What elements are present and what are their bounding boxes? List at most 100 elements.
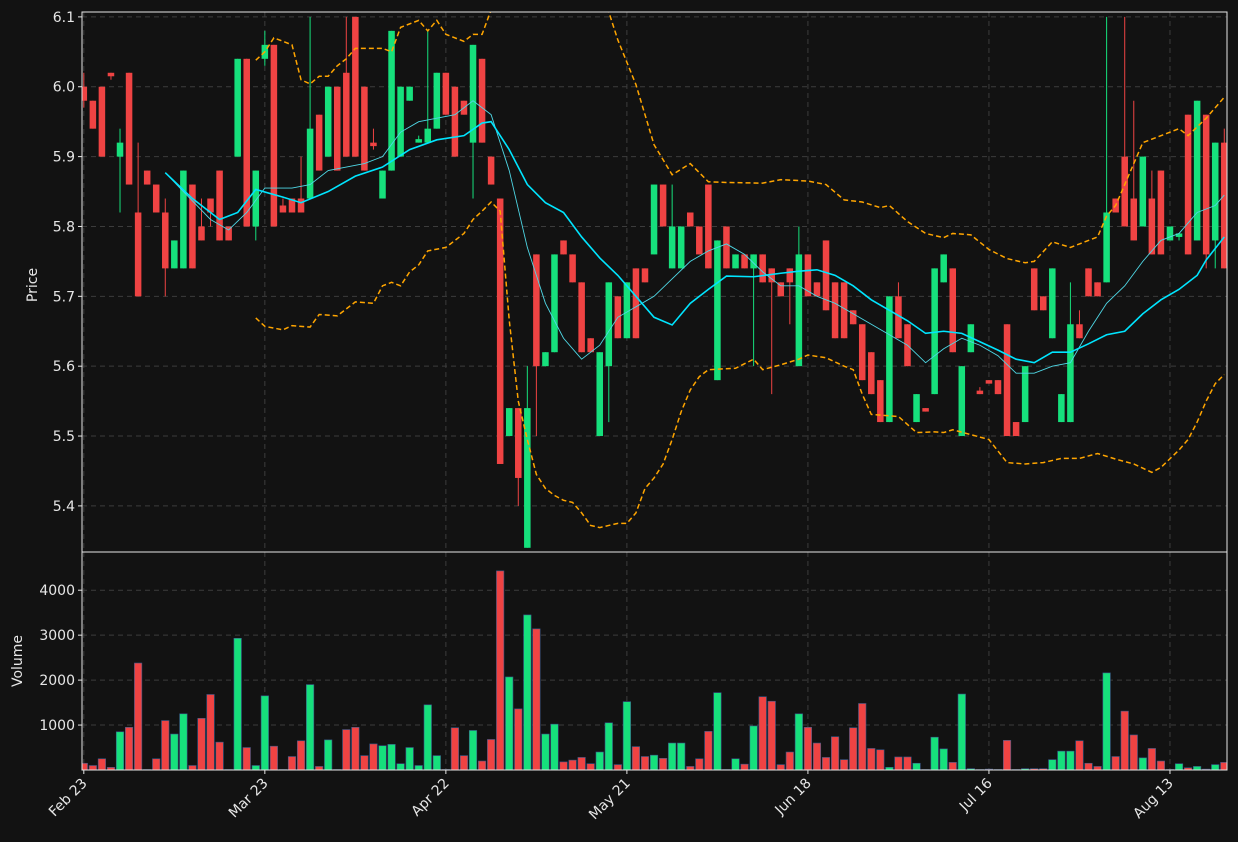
y-tick-label: 5.4 (53, 499, 75, 515)
candle-body (732, 254, 739, 269)
volume-bar (957, 693, 966, 770)
volume-bar (831, 736, 840, 770)
volume-bar (1211, 764, 1220, 770)
candle-body (596, 352, 603, 437)
candle-body (1076, 324, 1083, 339)
volume-bar (821, 757, 831, 770)
candle-body (677, 226, 685, 269)
volume-bar (686, 766, 695, 770)
candle-body (433, 72, 441, 129)
candle-body (487, 156, 495, 185)
candle-body (768, 268, 775, 283)
candle-body (804, 254, 812, 297)
candle-body (82, 86, 88, 101)
candle-body (533, 254, 540, 367)
volume-bar (767, 700, 776, 770)
volume-bar (568, 759, 577, 770)
volume-bar (115, 731, 125, 770)
candle-body (505, 408, 513, 437)
candle-body (478, 58, 486, 143)
candle-body (895, 296, 902, 339)
volume-bar (523, 614, 532, 770)
candle-body (831, 282, 839, 339)
candle-body (1166, 226, 1174, 241)
indicator-line (255, 12, 1225, 264)
indicator-line (255, 200, 1225, 529)
candle-body (306, 128, 314, 199)
volume-bar (296, 740, 306, 770)
candle-body (324, 86, 332, 157)
volume-bar (758, 696, 767, 770)
candle-body (949, 268, 957, 353)
marks (82, 570, 1227, 770)
candle-body (352, 16, 359, 157)
volume-bar (505, 676, 514, 770)
volume-bar (659, 758, 668, 770)
volume-bar (1193, 766, 1202, 770)
candle-body (976, 390, 984, 395)
candle-body (623, 282, 631, 339)
candle-body (1175, 233, 1183, 237)
candle-body (270, 44, 278, 227)
y-tick-label: 1000 (39, 718, 75, 734)
candle-body (125, 72, 133, 185)
y-tick-label: 5.8 (53, 219, 75, 235)
candle-body (723, 226, 730, 269)
candle-body (958, 366, 966, 437)
volume-bar (170, 733, 179, 770)
volume-bar (1075, 740, 1084, 770)
candle-body (1039, 296, 1047, 311)
price-panel: 5.4 5.5 5.6 5.7 5.8 5.9 6.0 6.1 (53, 10, 1227, 552)
volume-bar (1220, 762, 1227, 770)
candle-body (143, 170, 151, 185)
volume-bar (478, 760, 487, 770)
volume-bar (885, 767, 894, 770)
volume-bar (387, 744, 396, 770)
volume-bar (396, 763, 405, 770)
y-tick-label: 5.7 (53, 289, 75, 305)
volume-bar (903, 756, 912, 770)
candle-body (813, 282, 821, 297)
volume-bar (586, 763, 595, 770)
candle-body (415, 139, 422, 143)
candle-body (578, 282, 585, 353)
volume-bar (550, 723, 559, 770)
candle-body (524, 408, 531, 548)
indicator-line (164, 120, 1225, 364)
candle-body (234, 58, 241, 157)
candle-body (849, 310, 857, 325)
y-tick-label: 6.0 (53, 80, 75, 96)
volume-bar (496, 570, 505, 770)
volume-bar (351, 726, 360, 770)
y-tick-label: 3000 (39, 628, 75, 644)
volume-bar (88, 765, 97, 770)
volume-bar (812, 742, 822, 770)
candle-body (1130, 198, 1138, 241)
candle-body (587, 338, 594, 353)
candle-body (379, 170, 386, 199)
volume-bar (794, 713, 803, 770)
candle-body (551, 254, 558, 353)
candle-body (1202, 114, 1210, 255)
candle-body (886, 296, 893, 423)
candle-body (424, 128, 432, 143)
volume-bar (668, 742, 677, 770)
volume-bar (930, 736, 939, 770)
volume-bar (1120, 710, 1129, 770)
candle-body (1085, 268, 1092, 297)
volume-bar (912, 762, 921, 770)
volume-bar (1147, 748, 1156, 770)
candle-body (515, 408, 522, 478)
volume-bar (776, 764, 785, 770)
volume-bar (1102, 672, 1111, 770)
candle-body (1003, 324, 1011, 437)
candle-body (985, 380, 993, 384)
volume-bar (414, 765, 423, 770)
volume-bar (858, 703, 867, 770)
candle-body (134, 212, 142, 297)
candle-body (696, 226, 703, 255)
volume-bar (1066, 750, 1075, 770)
